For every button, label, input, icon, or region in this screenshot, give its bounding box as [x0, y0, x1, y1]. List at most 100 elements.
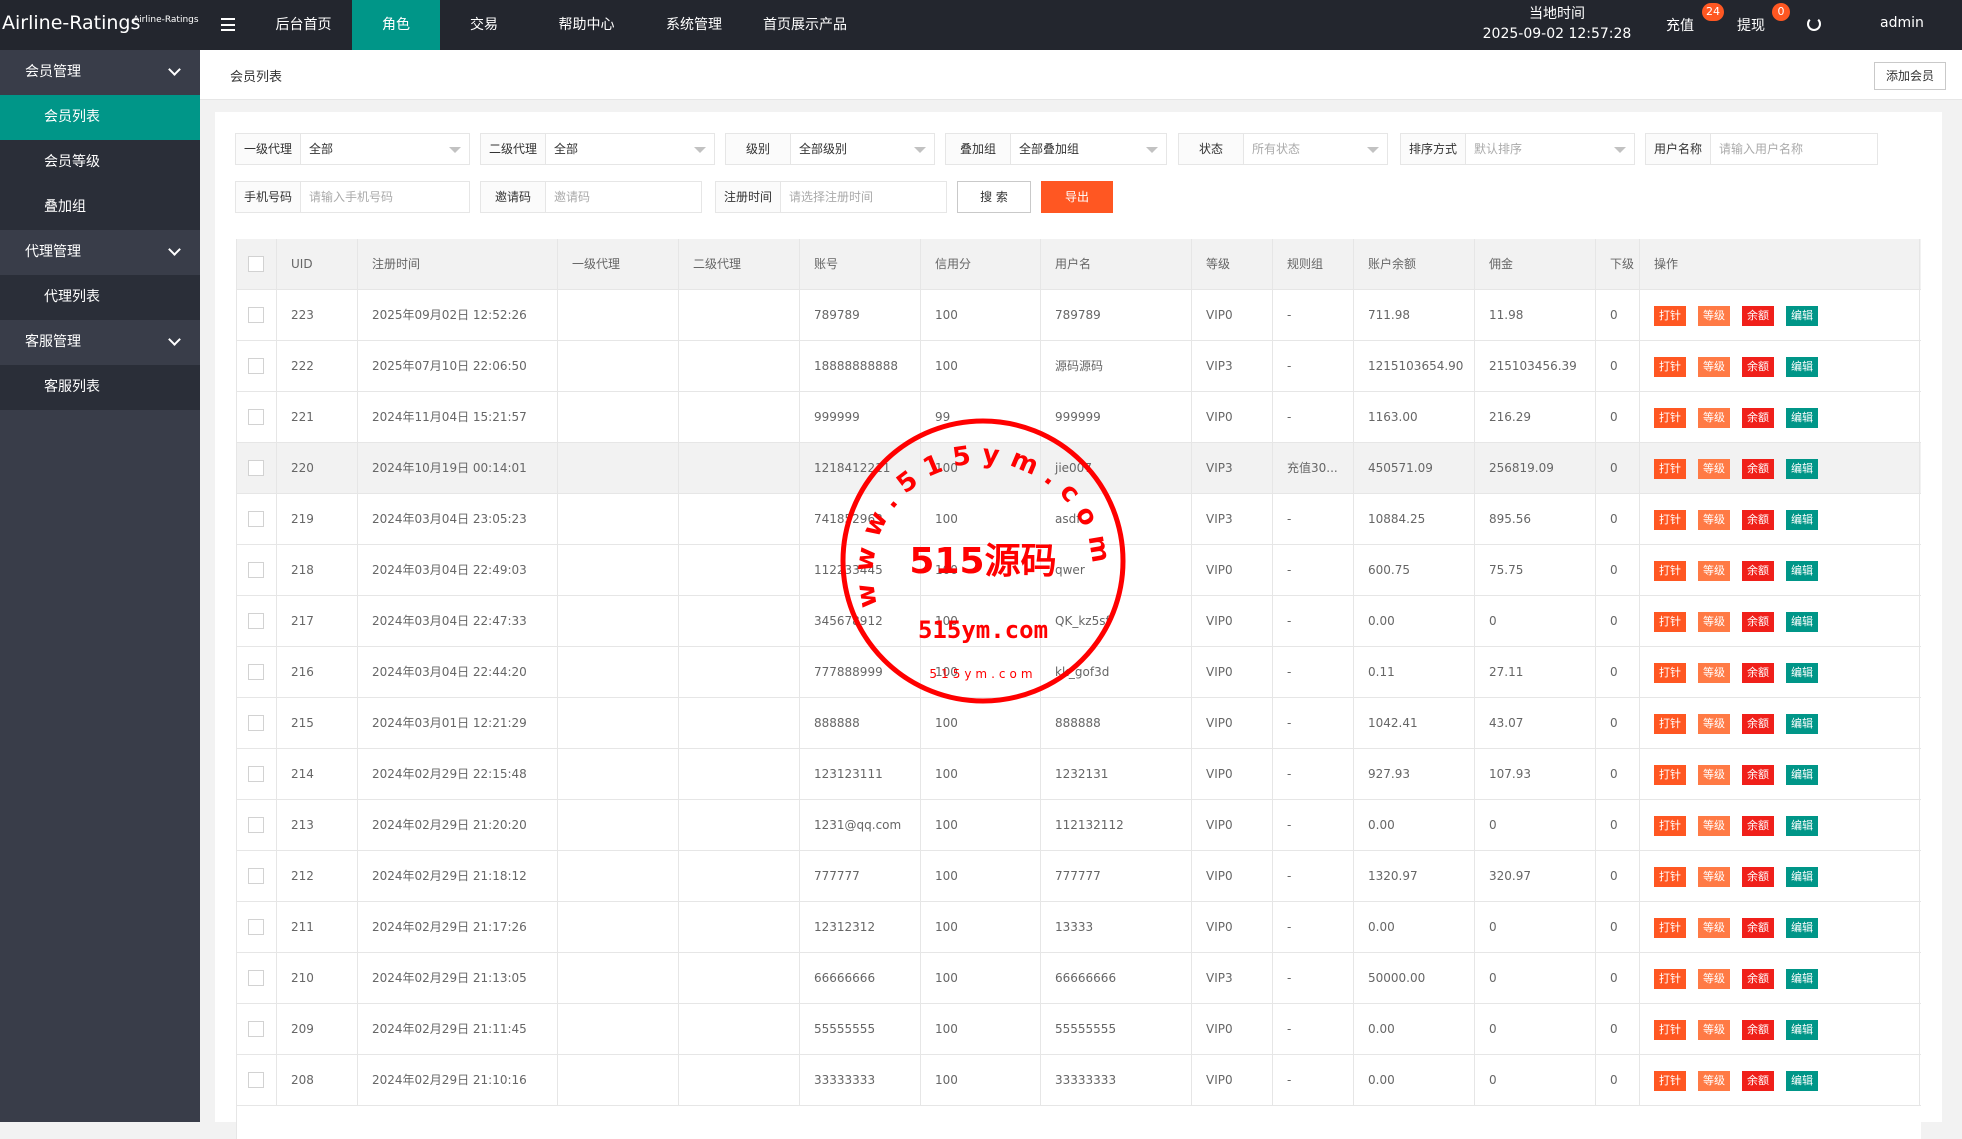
nav-item[interactable]: 首页展示产品	[763, 17, 847, 33]
action-button[interactable]: 打针	[1654, 357, 1686, 377]
filter[interactable]: 级别 全部级别	[725, 133, 935, 165]
filter[interactable]: 叠加组 全部叠加组	[945, 133, 1167, 165]
action-button[interactable]: 编辑	[1786, 612, 1818, 632]
action-button[interactable]: 等级	[1698, 306, 1730, 326]
action-button[interactable]: 余额	[1742, 714, 1774, 734]
add-member-button[interactable]: 添加会员	[1874, 62, 1946, 90]
action-button[interactable]: 打针	[1654, 459, 1686, 479]
action-button[interactable]: 打针	[1654, 663, 1686, 683]
action-button[interactable]: 编辑	[1786, 765, 1818, 785]
action-button[interactable]: 等级	[1698, 459, 1730, 479]
action-button[interactable]: 打针	[1654, 816, 1686, 836]
filter[interactable]: 注册时间 请选择注册时间	[715, 181, 947, 213]
checkbox[interactable]	[248, 766, 264, 782]
action-button[interactable]: 余额	[1742, 867, 1774, 887]
action-button[interactable]: 打针	[1654, 867, 1686, 887]
action-button[interactable]: 余额	[1742, 969, 1774, 989]
action-button[interactable]: 编辑	[1786, 357, 1818, 377]
action-button[interactable]: 余额	[1742, 510, 1774, 530]
action-button[interactable]: 余额	[1742, 1071, 1774, 1091]
action-button[interactable]: 余额	[1742, 357, 1774, 377]
action-button[interactable]: 编辑	[1786, 459, 1818, 479]
nav-item[interactable]: 交易	[470, 17, 498, 33]
filter[interactable]: 手机号码 请输入手机号码	[235, 181, 470, 213]
filter[interactable]: 邀请码 邀请码	[480, 181, 702, 213]
checkbox[interactable]	[248, 307, 264, 323]
action-button[interactable]: 打针	[1654, 510, 1686, 530]
user-menu[interactable]: admin	[1880, 15, 1924, 31]
action-button[interactable]: 等级	[1698, 663, 1730, 683]
action-button[interactable]: 编辑	[1786, 408, 1818, 428]
withdraw[interactable]: 提现	[1737, 18, 1765, 34]
action-button[interactable]: 余额	[1742, 561, 1774, 581]
action-button[interactable]: 打针	[1654, 1020, 1686, 1040]
action-button[interactable]: 打针	[1654, 969, 1686, 989]
nav-item[interactable]: 帮助中心	[558, 17, 615, 33]
action-button[interactable]: 等级	[1698, 612, 1730, 632]
action-button[interactable]: 打针	[1654, 561, 1686, 581]
sidebar-item[interactable]: 叠加组	[0, 185, 200, 230]
checkbox[interactable]	[248, 256, 264, 272]
checkbox[interactable]	[248, 613, 264, 629]
filter[interactable]: 二级代理 全部	[480, 133, 715, 165]
sidebar-item[interactable]: 客服列表	[0, 365, 200, 410]
checkbox[interactable]	[248, 358, 264, 374]
action-button[interactable]: 打针	[1654, 612, 1686, 632]
action-button[interactable]: 等级	[1698, 765, 1730, 785]
checkbox[interactable]	[248, 460, 264, 476]
action-button[interactable]: 编辑	[1786, 816, 1818, 836]
action-button[interactable]: 等级	[1698, 408, 1730, 428]
filter[interactable]: 一级代理 全部	[235, 133, 470, 165]
action-button[interactable]: 打针	[1654, 408, 1686, 428]
sidebar-item[interactable]: 会员等级	[0, 140, 200, 185]
nav-item[interactable]: 角色	[352, 0, 440, 50]
action-button[interactable]: 等级	[1698, 510, 1730, 530]
action-button[interactable]: 等级	[1698, 1020, 1730, 1040]
action-button[interactable]: 编辑	[1786, 663, 1818, 683]
action-button[interactable]: 等级	[1698, 867, 1730, 887]
action-button[interactable]: 等级	[1698, 714, 1730, 734]
checkbox[interactable]	[248, 868, 264, 884]
checkbox[interactable]	[248, 715, 264, 731]
action-button[interactable]: 余额	[1742, 765, 1774, 785]
sidebar-item[interactable]: 代理列表	[0, 275, 200, 320]
action-button[interactable]: 打针	[1654, 306, 1686, 326]
action-button[interactable]: 编辑	[1786, 306, 1818, 326]
action-button[interactable]: 余额	[1742, 459, 1774, 479]
sidebar-group[interactable]: 代理管理	[25, 244, 81, 260]
action-button[interactable]: 等级	[1698, 969, 1730, 989]
action-button[interactable]: 余额	[1742, 918, 1774, 938]
recharge[interactable]: 充值	[1666, 18, 1694, 34]
nav-item[interactable]: 系统管理	[666, 17, 722, 33]
action-button[interactable]: 余额	[1742, 306, 1774, 326]
sidebar-group[interactable]: 客服管理	[25, 334, 81, 350]
action-button[interactable]: 等级	[1698, 816, 1730, 836]
action-button[interactable]: 等级	[1698, 918, 1730, 938]
checkbox[interactable]	[248, 1021, 264, 1037]
action-button[interactable]: 等级	[1698, 1071, 1730, 1091]
action-button[interactable]: 等级	[1698, 561, 1730, 581]
checkbox[interactable]	[248, 562, 264, 578]
action-button[interactable]: 打针	[1654, 765, 1686, 785]
action-button[interactable]: 编辑	[1786, 1071, 1818, 1091]
action-button[interactable]: 余额	[1742, 408, 1774, 428]
checkbox[interactable]	[248, 511, 264, 527]
action-button[interactable]: 编辑	[1786, 969, 1818, 989]
checkbox[interactable]	[248, 409, 264, 425]
checkbox[interactable]	[248, 817, 264, 833]
checkbox[interactable]	[248, 664, 264, 680]
checkbox[interactable]	[248, 1072, 264, 1088]
filter[interactable]: 状态 所有状态	[1178, 133, 1388, 165]
refresh-button[interactable]	[1807, 17, 1821, 31]
action-button[interactable]: 编辑	[1786, 714, 1818, 734]
action-button[interactable]: 余额	[1742, 663, 1774, 683]
search-button[interactable]: 搜 索	[957, 181, 1031, 213]
action-button[interactable]: 余额	[1742, 816, 1774, 836]
action-button[interactable]: 余额	[1742, 612, 1774, 632]
checkbox[interactable]	[248, 970, 264, 986]
action-button[interactable]: 打针	[1654, 918, 1686, 938]
action-button[interactable]: 打针	[1654, 714, 1686, 734]
export-button[interactable]: 导出	[1041, 181, 1113, 213]
checkbox[interactable]	[248, 919, 264, 935]
menu-toggle[interactable]	[221, 18, 235, 31]
